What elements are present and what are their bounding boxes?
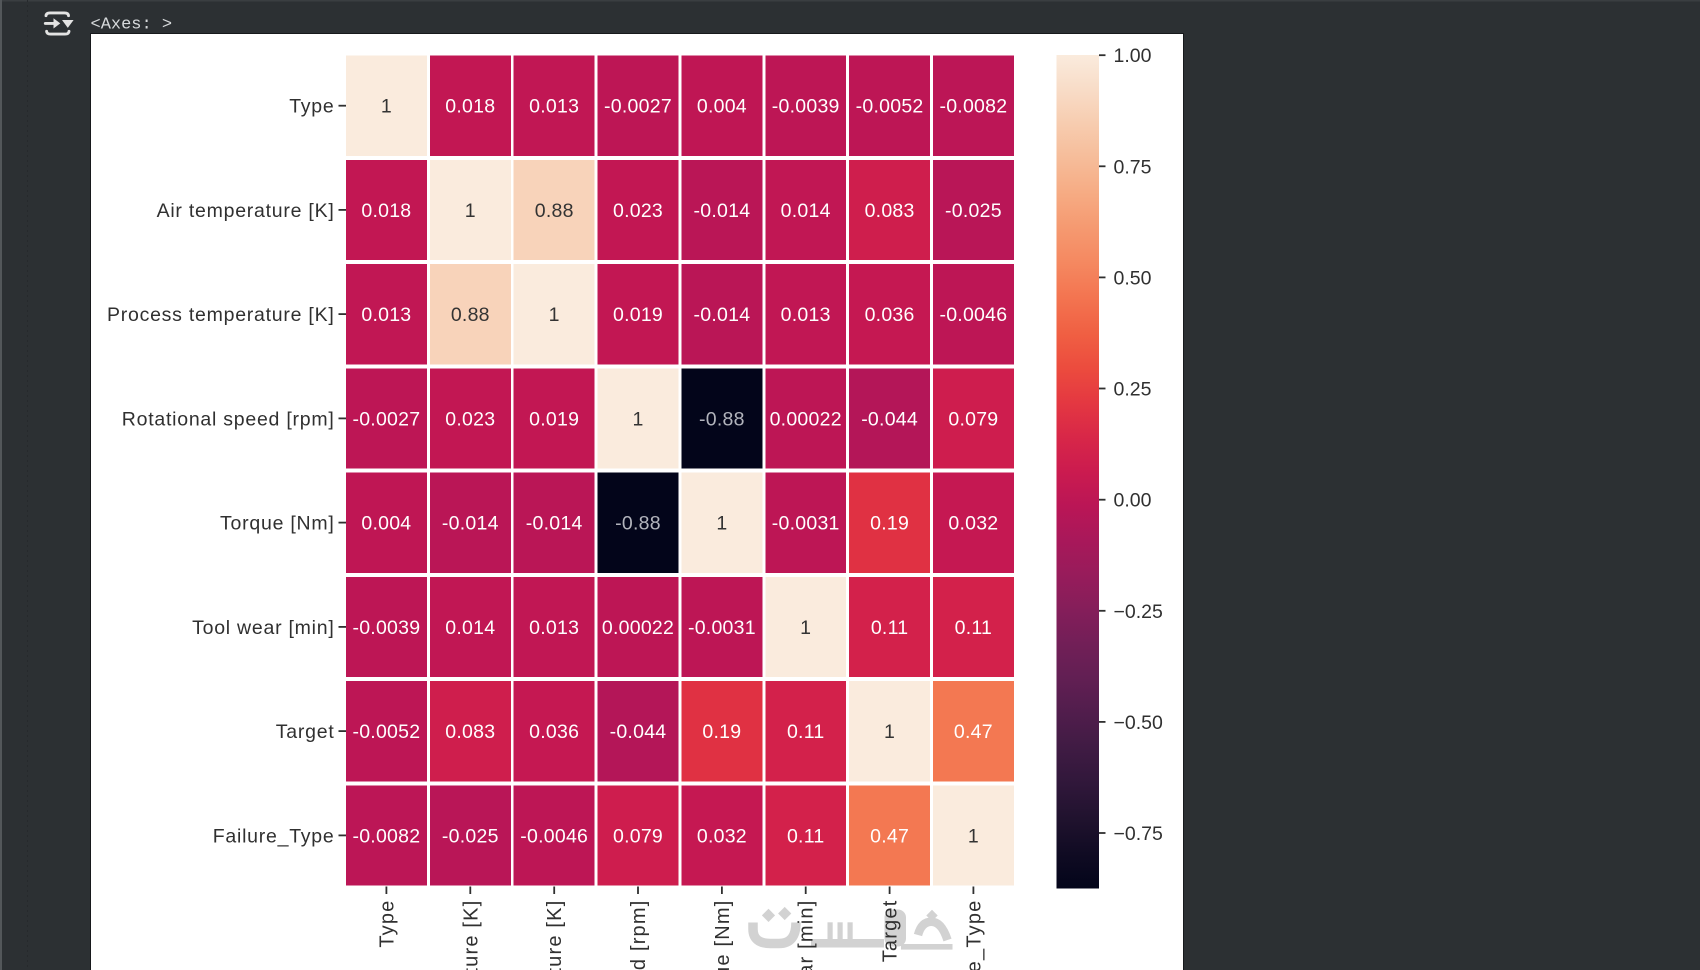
- svg-text:1: 1: [968, 825, 979, 847]
- svg-text:-0.88: -0.88: [699, 408, 745, 430]
- svg-text:0.19: 0.19: [870, 513, 909, 535]
- svg-text:0.019: 0.019: [613, 304, 663, 326]
- svg-text:1: 1: [632, 408, 643, 430]
- svg-text:1: 1: [800, 617, 811, 639]
- svg-text:-0.0046: -0.0046: [520, 825, 588, 847]
- svg-text:−0.75: −0.75: [1114, 823, 1163, 845]
- svg-text:-0.0046: -0.0046: [939, 304, 1007, 326]
- svg-text:0.013: 0.013: [361, 304, 411, 326]
- svg-text:-0.025: -0.025: [442, 825, 499, 847]
- svg-text:0.00022: 0.00022: [602, 617, 674, 639]
- svg-text:0.00022: 0.00022: [770, 408, 842, 430]
- svg-text:<Axes: >: <Axes: >: [91, 15, 173, 34]
- svg-text:1.00: 1.00: [1114, 45, 1152, 67]
- svg-text:0.023: 0.023: [613, 200, 663, 222]
- svg-text:-0.044: -0.044: [610, 721, 667, 743]
- svg-text:Failure_Type: Failure_Type: [963, 900, 985, 970]
- svg-text:−0.25: −0.25: [1114, 601, 1163, 623]
- svg-text:Torque [Nm]: Torque [Nm]: [712, 900, 734, 970]
- svg-text:0.079: 0.079: [948, 408, 998, 430]
- svg-text:-0.0039: -0.0039: [772, 96, 840, 118]
- svg-text:Tool wear [min]: Tool wear [min]: [796, 900, 818, 970]
- svg-text:Target: Target: [276, 721, 335, 743]
- svg-text:0.11: 0.11: [871, 617, 909, 639]
- svg-text:1: 1: [549, 304, 560, 326]
- svg-text:0.013: 0.013: [529, 617, 579, 639]
- svg-text:0.032: 0.032: [948, 513, 998, 535]
- svg-text:1: 1: [716, 513, 727, 535]
- svg-text:−0.50: −0.50: [1114, 712, 1163, 734]
- svg-text:0.19: 0.19: [702, 721, 741, 743]
- svg-text:1: 1: [884, 721, 895, 743]
- svg-text:0.036: 0.036: [865, 304, 915, 326]
- svg-text:0.47: 0.47: [954, 721, 993, 743]
- svg-text:Target: Target: [880, 900, 902, 963]
- svg-text:-0.014: -0.014: [526, 513, 583, 535]
- svg-text:0.50: 0.50: [1114, 267, 1152, 289]
- svg-text:Torque [Nm]: Torque [Nm]: [220, 513, 334, 535]
- svg-text:-0.0052: -0.0052: [352, 721, 420, 743]
- svg-text:-0.0031: -0.0031: [688, 617, 756, 639]
- svg-text:0.032: 0.032: [697, 825, 747, 847]
- svg-text:0.023: 0.023: [445, 408, 495, 430]
- svg-text:Air temperature [K]: Air temperature [K]: [460, 900, 482, 970]
- svg-text:0.00: 0.00: [1114, 490, 1152, 512]
- svg-text:0.019: 0.019: [529, 408, 579, 430]
- svg-text:0.014: 0.014: [445, 617, 495, 639]
- svg-text:0.47: 0.47: [870, 825, 909, 847]
- svg-text:0.018: 0.018: [445, 96, 495, 118]
- svg-text:Type: Type: [289, 96, 334, 118]
- svg-text:0.004: 0.004: [361, 513, 411, 535]
- svg-text:Tool wear [min]: Tool wear [min]: [192, 617, 334, 639]
- svg-text:0.75: 0.75: [1114, 156, 1152, 178]
- svg-text:-0.014: -0.014: [442, 513, 499, 535]
- svg-text:Type: Type: [376, 900, 398, 948]
- svg-text:Process temperature [K]: Process temperature [K]: [544, 900, 566, 970]
- svg-text:0.11: 0.11: [787, 721, 825, 743]
- svg-text:0.013: 0.013: [781, 304, 831, 326]
- svg-text:0.88: 0.88: [451, 304, 490, 326]
- svg-text:0.88: 0.88: [535, 200, 574, 222]
- svg-text:-0.0052: -0.0052: [856, 96, 924, 118]
- svg-text:-0.025: -0.025: [945, 200, 1002, 222]
- svg-text:-0.0082: -0.0082: [939, 96, 1007, 118]
- svg-text:0.25: 0.25: [1114, 379, 1152, 401]
- svg-text:0.036: 0.036: [529, 721, 579, 743]
- svg-text:Failure_Type: Failure_Type: [213, 825, 335, 847]
- svg-text:0.083: 0.083: [865, 200, 915, 222]
- svg-text:-0.88: -0.88: [615, 513, 661, 535]
- svg-text:0.11: 0.11: [955, 617, 993, 639]
- svg-text:0.083: 0.083: [445, 721, 495, 743]
- svg-text:Air temperature [K]: Air temperature [K]: [157, 200, 335, 222]
- svg-text:Rotational speed [rpm]: Rotational speed [rpm]: [628, 900, 650, 970]
- svg-text:-0.044: -0.044: [861, 408, 918, 430]
- svg-text:-0.0031: -0.0031: [772, 513, 840, 535]
- svg-text:1: 1: [381, 96, 392, 118]
- svg-text:0.013: 0.013: [529, 96, 579, 118]
- svg-text:-0.0027: -0.0027: [352, 408, 420, 430]
- svg-text:-0.0039: -0.0039: [352, 617, 420, 639]
- svg-text:0.004: 0.004: [697, 96, 747, 118]
- svg-text:Process temperature [K]: Process temperature [K]: [107, 304, 335, 326]
- svg-text:0.018: 0.018: [361, 200, 411, 222]
- svg-text:-0.0027: -0.0027: [604, 96, 672, 118]
- svg-text:-0.0082: -0.0082: [352, 825, 420, 847]
- svg-text:Rotational speed [rpm]: Rotational speed [rpm]: [122, 408, 335, 430]
- svg-text:0.11: 0.11: [787, 825, 825, 847]
- svg-text:-0.014: -0.014: [694, 304, 751, 326]
- svg-text:0.014: 0.014: [781, 200, 831, 222]
- svg-text:0.079: 0.079: [613, 825, 663, 847]
- svg-text:-0.014: -0.014: [694, 200, 751, 222]
- svg-text:1: 1: [465, 200, 476, 222]
